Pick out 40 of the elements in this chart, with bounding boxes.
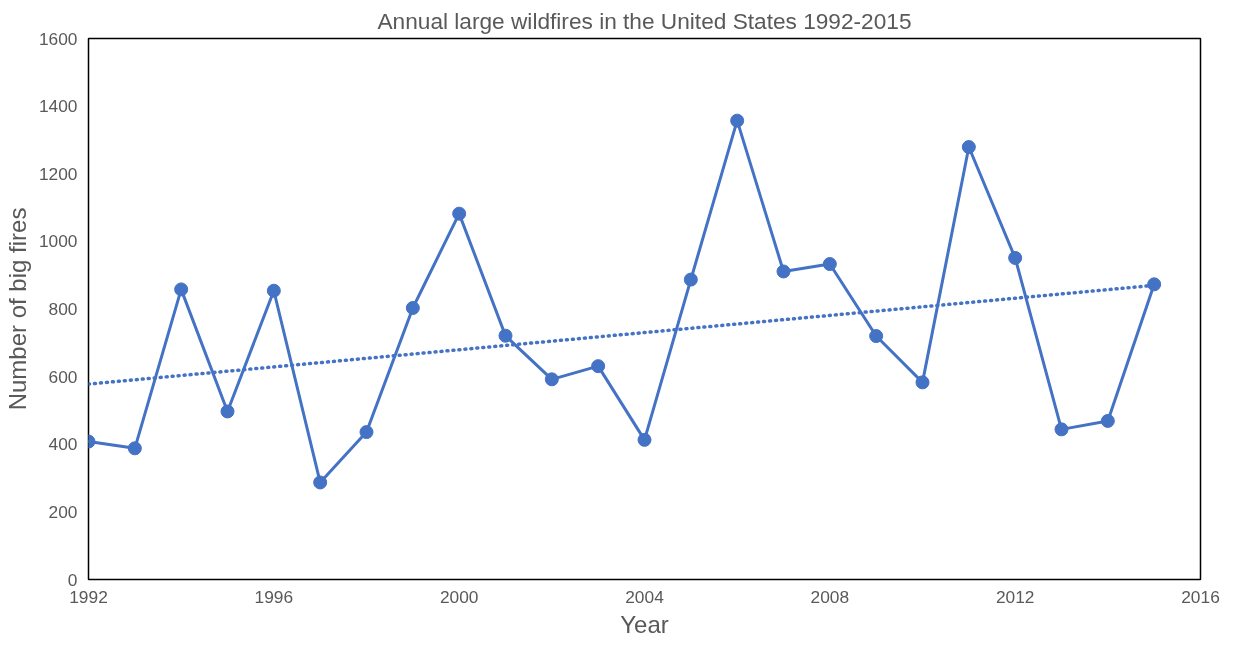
point bbox=[822, 257, 837, 272]
point bbox=[313, 475, 328, 490]
point bbox=[452, 206, 467, 221]
point bbox=[174, 282, 189, 297]
chart-title: Annual large wildfires in the United States 1992-2015 bbox=[377, 7, 912, 34]
point bbox=[1054, 422, 1069, 437]
point bbox=[591, 359, 606, 374]
point bbox=[1100, 413, 1115, 428]
point bbox=[637, 432, 652, 447]
point bbox=[498, 328, 513, 343]
point bbox=[961, 140, 976, 155]
y-tick-label: 800 bbox=[48, 299, 78, 319]
x-tick-label: 2016 bbox=[1181, 586, 1220, 607]
x-axis-title: Year bbox=[620, 610, 669, 638]
point bbox=[359, 425, 374, 440]
point bbox=[683, 272, 698, 287]
point bbox=[915, 375, 930, 390]
point bbox=[266, 283, 281, 298]
y-tick-label: 400 bbox=[48, 434, 78, 455]
point bbox=[127, 441, 142, 456]
point bbox=[405, 301, 420, 315]
y-axis-title: Number of big fires bbox=[3, 207, 31, 411]
x-tick-label: 2000 bbox=[439, 586, 479, 607]
y-tick-label: 1000 bbox=[38, 231, 78, 252]
y-tick-label: 1200 bbox=[38, 163, 78, 184]
x-tick-label: 2004 bbox=[625, 586, 665, 607]
point bbox=[776, 264, 791, 279]
x-tick-label: 1996 bbox=[254, 586, 294, 607]
point bbox=[1008, 250, 1023, 265]
point bbox=[1147, 277, 1162, 292]
x-tick-label: 2008 bbox=[810, 586, 850, 607]
y-tick-label: 600 bbox=[48, 366, 78, 387]
y-tick-label: 200 bbox=[48, 501, 78, 522]
y-tick-label: 1400 bbox=[38, 96, 78, 117]
y-tick-label: 1600 bbox=[38, 28, 78, 49]
point bbox=[544, 372, 559, 387]
point bbox=[869, 329, 884, 344]
x-tick-label: 2012 bbox=[995, 586, 1035, 607]
point bbox=[220, 404, 235, 419]
point bbox=[730, 113, 745, 128]
